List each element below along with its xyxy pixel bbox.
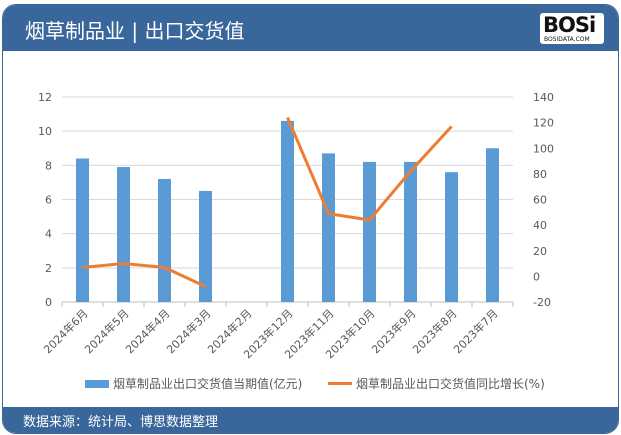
bar <box>76 158 89 302</box>
y-left-tick-label: 2 <box>45 262 52 275</box>
header: 烟草制品业 | 出口交货值 BOSi BOSIDATA.COM <box>3 5 618 51</box>
growth-line <box>82 262 207 288</box>
y-right-tick-label: 0 <box>533 270 540 283</box>
y-right-tick-label: 80 <box>533 168 547 181</box>
legend-item-bar: 烟草制品业出口交货值当期值(亿元) <box>85 375 302 392</box>
y-left-tick-label: 8 <box>45 159 52 172</box>
bar <box>404 161 417 302</box>
y-left-tick-label: 6 <box>45 194 52 207</box>
legend-swatch-bar <box>85 379 109 388</box>
chart-card: 烟草制品业 | 出口交货值 BOSi BOSIDATA.COM 数据来源：统计局… <box>2 4 619 434</box>
y-right-tick-label: 40 <box>533 219 547 232</box>
bar <box>158 179 171 302</box>
y-left-tick-label: 0 <box>45 296 52 309</box>
y-right-tick-label: 120 <box>533 117 554 130</box>
y-right-tick-label: 60 <box>533 194 547 207</box>
footer: 数据来源：统计局、博思数据整理 <box>3 407 618 433</box>
page-title: 烟草制品业 | 出口交货值 <box>25 19 245 43</box>
bar <box>117 167 130 302</box>
bar <box>322 153 335 302</box>
y-left-tick-label: 12 <box>38 91 52 104</box>
legend-swatch-line <box>328 382 352 385</box>
data-source: 数据来源：统计局、博思数据整理 <box>23 415 219 430</box>
y-right-tick-label: 140 <box>533 91 554 104</box>
x-tick-label: 2023年7月 <box>450 306 500 356</box>
bar <box>486 148 499 302</box>
legend-item-line: 烟草制品业出口交货值同比增长(%) <box>328 375 545 392</box>
y-right-tick-label: 20 <box>533 245 547 258</box>
y-right-tick-label: -20 <box>533 296 551 309</box>
bar <box>445 172 458 302</box>
bar <box>363 161 376 302</box>
growth-line <box>286 116 453 222</box>
bar <box>281 120 294 303</box>
y-right-tick-label: 100 <box>533 142 554 155</box>
y-left-tick-label: 4 <box>45 228 52 241</box>
bar <box>199 190 212 302</box>
bosi-logo: BOSi BOSIDATA.COM <box>540 13 604 44</box>
y-left-tick-label: 10 <box>38 125 52 138</box>
